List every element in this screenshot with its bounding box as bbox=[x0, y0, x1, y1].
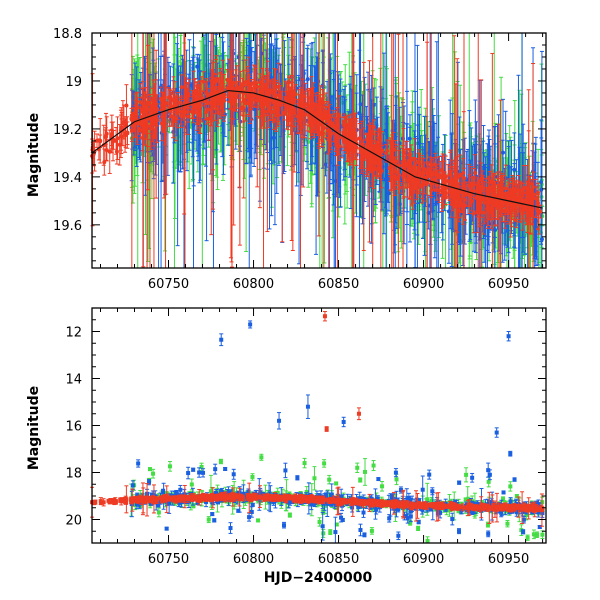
top-data-point bbox=[184, 125, 189, 130]
top-data-point bbox=[195, 64, 200, 69]
top-data-point bbox=[111, 139, 116, 144]
top-data-point bbox=[125, 130, 130, 135]
top-data-point bbox=[417, 141, 422, 146]
top-data-point bbox=[539, 187, 544, 192]
top-data-point bbox=[118, 134, 123, 139]
top-data-point bbox=[124, 103, 129, 108]
top-panel: 60750 60800 60850 60900 6095018.81919.219.41… bbox=[26, 27, 547, 292]
top-data-point bbox=[114, 149, 119, 154]
top-data-point bbox=[103, 134, 108, 139]
top-data-point bbox=[539, 237, 544, 242]
top-data-point bbox=[501, 150, 506, 155]
top-data-point bbox=[492, 228, 497, 233]
top-data-point bbox=[533, 218, 538, 223]
top-data-layer bbox=[90, 32, 545, 269]
top-data-point bbox=[305, 77, 310, 82]
